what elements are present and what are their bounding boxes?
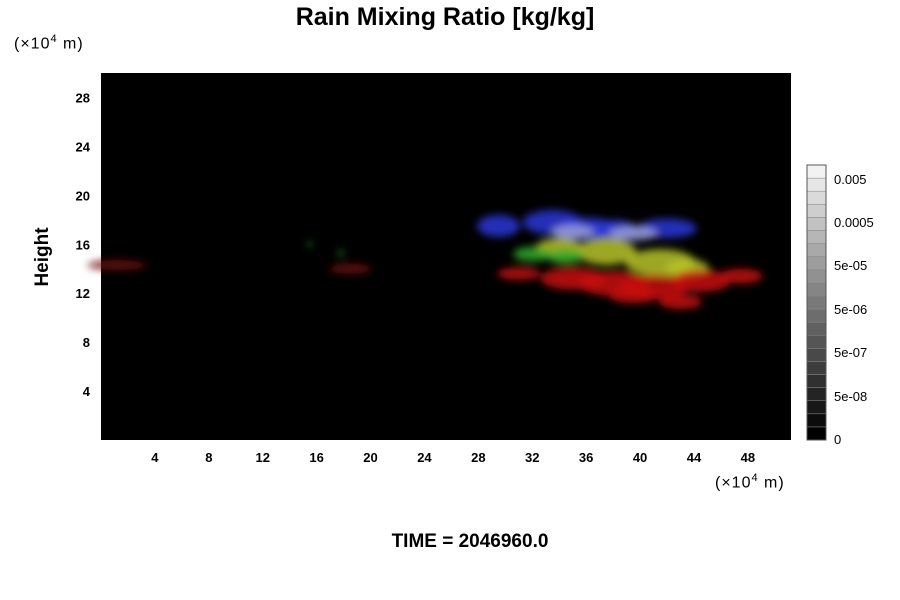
colorbar-bin (806, 164, 827, 179)
colorbar-label: 5e-05 (834, 258, 867, 273)
x-unit-prefix: (×10 (715, 474, 752, 492)
x-tick-label: 8 (205, 450, 212, 465)
colorbar-label: 0.005 (834, 172, 867, 187)
time-label: TIME = 2046960.0 (391, 531, 549, 552)
x-axis-unit: (×104 m) (715, 472, 785, 492)
colorbar-bin (806, 295, 827, 310)
colorbar-bin (806, 387, 827, 401)
y-tick-label: 12 (76, 286, 90, 301)
colorbar-bin (806, 413, 827, 428)
colorbar-bin (806, 243, 827, 257)
field-blob-3-0 (513, 246, 552, 262)
field-blob-4-7 (658, 294, 703, 310)
colorbar (806, 164, 827, 441)
x-tick-label: 40 (633, 450, 647, 465)
colorbar-bin (806, 217, 827, 231)
colorbar-bin (806, 400, 827, 415)
field-blob-1-0 (551, 224, 595, 240)
x-unit-exponent: 4 (751, 472, 759, 484)
field-blob-0-0 (476, 214, 521, 237)
field-blob-6-0 (305, 241, 314, 247)
colorbar-frame (806, 164, 827, 441)
x-tick-label: 24 (417, 450, 432, 465)
y-unit-prefix: (×10 (14, 35, 51, 53)
field-blob-5-0 (87, 260, 147, 270)
y-tick-label: 20 (76, 188, 90, 203)
y-tick-label: 28 (76, 90, 90, 105)
colorbar-label: 5e-06 (834, 302, 867, 317)
x-tick-label: 36 (579, 450, 593, 465)
colorbar-bin (806, 269, 827, 284)
colorbar-bin (806, 177, 827, 192)
colorbar-label: 5e-08 (834, 389, 867, 404)
field-blob-3-1 (547, 249, 585, 264)
field-blob-4-5 (719, 268, 763, 284)
y-tick-label: 24 (76, 139, 91, 154)
field-blob-4-0 (497, 267, 541, 280)
colorbar-label: 0.0005 (834, 215, 874, 230)
chart-title: Rain Mixing Ratio [kg/kg] (295, 3, 595, 31)
x-tick-label: 12 (255, 450, 269, 465)
colorbar-bin (806, 374, 827, 388)
field-blob-1-1 (609, 225, 658, 241)
colorbar-bin (806, 426, 827, 441)
field-blob-5-1 (328, 263, 372, 274)
x-tick-labels: 4 8 12 16 20 24 28 32 36 40 44 48 (151, 450, 755, 465)
x-unit-suffix: m) (758, 474, 785, 492)
y-tick-label: 4 (83, 384, 91, 399)
x-tick-label: 44 (687, 450, 702, 465)
x-tick-label: 20 (363, 450, 377, 465)
colorbar-bin (806, 282, 827, 297)
colorbar-bin (806, 334, 827, 349)
x-tick-label: 48 (741, 450, 755, 465)
colorbar-bin (806, 204, 827, 218)
y-unit-suffix: m) (57, 35, 84, 53)
colorbar-bin (806, 308, 827, 323)
colorbar-label: 0 (834, 432, 841, 447)
field-blob-2-1 (576, 238, 637, 266)
colorbar-bin (806, 190, 827, 205)
colorbar-bin (806, 321, 827, 336)
x-tick-label: 28 (471, 450, 485, 465)
field-blob-6-1 (336, 249, 345, 256)
colorbar-label: 5e-07 (834, 345, 867, 360)
colorbar-bin (806, 361, 827, 375)
colorbar-bin (806, 256, 827, 271)
x-tick-label: 16 (309, 450, 323, 465)
y-unit-exponent: 4 (50, 33, 58, 45)
y-tick-label: 8 (83, 335, 90, 350)
x-tick-label: 4 (151, 450, 159, 465)
y-tick-labels: 4 8 12 16 20 24 28 (76, 90, 91, 399)
field-blob-4-4 (671, 269, 731, 292)
field-blob-4-6 (609, 288, 658, 303)
field-blobs (87, 210, 763, 310)
y-tick-label: 16 (76, 237, 90, 252)
colorbar-bin (806, 348, 827, 362)
colorbar-labels: 0 5e-08 5e-07 5e-06 5e-05 0.0005 0.005 (834, 172, 874, 447)
x-tick-label: 32 (525, 450, 539, 465)
colorbar-bin (806, 230, 827, 244)
y-axis-unit: (×104 m) (14, 33, 84, 53)
